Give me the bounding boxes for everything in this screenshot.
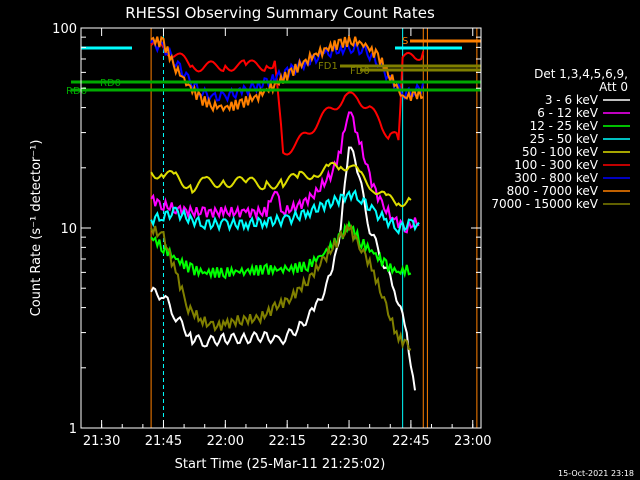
y-axis-label: Count Rate (s⁻¹ detector⁻¹) (29, 140, 44, 317)
x-tick-label: 21:45 (145, 434, 182, 449)
legend-entry-label: 100 - 300 keV (514, 158, 598, 172)
annotation-label: RD0 (100, 78, 121, 89)
time-interval-bands (150, 28, 478, 428)
y-tick-label: 10 (60, 222, 77, 237)
x-tick-label: 22:30 (330, 434, 367, 449)
x-tick-label: 21:30 (83, 434, 120, 449)
chart-title: RHESSI Observing Summary Count Rates (125, 4, 435, 22)
annotation-label: RD6 (66, 86, 87, 97)
y-tick-label: 1 (69, 422, 77, 437)
legend-entry-label: 6 - 12 keV (537, 106, 599, 120)
y-tick-label: 100 (52, 22, 77, 37)
x-tick-label: 22:00 (207, 434, 244, 449)
series-line (150, 188, 420, 236)
axis-ticks: 21:30 21:45 22:00 22:15 22:30 22:45 23:00 1 10 10… (52, 22, 491, 449)
legend-entry-label: 7000 - 15000 keV (491, 197, 598, 211)
x-tick-label: 22:45 (392, 434, 429, 449)
x-tick-label: 22:15 (268, 434, 305, 449)
legend-entry-label: 3 - 6 keV (545, 93, 599, 107)
series-line (150, 40, 425, 156)
annotation-label: S (402, 36, 408, 47)
annotation-label: FD1 (318, 61, 338, 72)
series-line (150, 222, 412, 351)
legend-header-line-1: Det 1,3,4,5,6,9, (534, 67, 628, 81)
x-tick-label: 23:00 (454, 434, 491, 449)
series-line (150, 220, 412, 280)
x-axis-label: Start Time (25-Mar-11 21:25:02) (175, 457, 386, 472)
series-line (150, 161, 412, 208)
generation-timestamp: 15-Oct-2021 23:18 (558, 469, 634, 478)
annotation-layer: RD0 RD6 FD1 FD0 S (66, 36, 481, 97)
legend-header-line-2: Att 0 (599, 80, 628, 94)
data-series-layer (150, 33, 425, 391)
series-line (150, 146, 416, 391)
legend-entry-label: 800 - 7000 keV (507, 184, 599, 198)
legend-entry-label: 50 - 100 keV (522, 145, 599, 159)
legend-entry-label: 25 - 50 keV (530, 132, 599, 146)
legend-entry-label: 12 - 25 keV (530, 119, 599, 133)
legend-entry-label: 300 - 800 keV (514, 171, 598, 185)
annotation-label: FD0 (350, 66, 370, 77)
